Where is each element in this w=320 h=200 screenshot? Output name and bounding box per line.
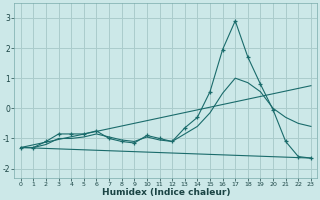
X-axis label: Humidex (Indice chaleur): Humidex (Indice chaleur): [101, 188, 230, 197]
